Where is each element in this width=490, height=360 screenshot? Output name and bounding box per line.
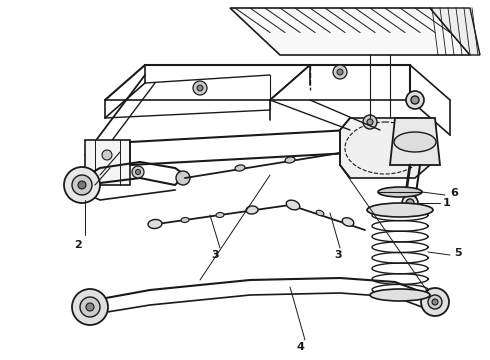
Text: 3: 3 <box>211 250 219 260</box>
Ellipse shape <box>286 200 300 210</box>
Circle shape <box>428 295 442 309</box>
Text: 5: 5 <box>454 248 462 258</box>
Circle shape <box>406 199 414 207</box>
Circle shape <box>72 289 108 325</box>
Ellipse shape <box>367 203 433 217</box>
Circle shape <box>102 150 112 160</box>
Circle shape <box>363 115 377 129</box>
Text: 6: 6 <box>450 188 458 198</box>
Circle shape <box>132 166 144 178</box>
Ellipse shape <box>235 165 245 171</box>
Polygon shape <box>340 118 430 178</box>
Polygon shape <box>85 140 130 185</box>
Circle shape <box>333 65 347 79</box>
Text: 3: 3 <box>334 250 342 260</box>
Circle shape <box>197 85 203 91</box>
Polygon shape <box>430 8 480 55</box>
Polygon shape <box>390 118 440 165</box>
Text: 1: 1 <box>443 198 451 208</box>
Text: 2: 2 <box>74 240 82 250</box>
Circle shape <box>417 137 433 153</box>
Polygon shape <box>230 8 470 55</box>
Circle shape <box>367 119 373 125</box>
Ellipse shape <box>216 212 224 217</box>
Ellipse shape <box>285 157 295 163</box>
Circle shape <box>86 303 94 311</box>
Circle shape <box>432 299 438 305</box>
Text: 4: 4 <box>296 342 304 352</box>
Circle shape <box>421 141 429 149</box>
Ellipse shape <box>378 187 422 197</box>
Ellipse shape <box>246 206 258 214</box>
Ellipse shape <box>148 220 162 229</box>
Circle shape <box>176 171 190 185</box>
Circle shape <box>136 170 141 175</box>
Circle shape <box>402 195 418 211</box>
Circle shape <box>406 91 424 109</box>
Circle shape <box>411 96 419 104</box>
Circle shape <box>64 167 100 203</box>
Circle shape <box>78 181 86 189</box>
Circle shape <box>80 297 100 317</box>
Circle shape <box>193 81 207 95</box>
Circle shape <box>337 69 343 75</box>
Ellipse shape <box>394 132 436 152</box>
Ellipse shape <box>342 218 354 226</box>
Ellipse shape <box>316 210 324 216</box>
Ellipse shape <box>370 289 430 301</box>
Ellipse shape <box>181 217 189 222</box>
Circle shape <box>421 288 449 316</box>
Circle shape <box>72 175 92 195</box>
